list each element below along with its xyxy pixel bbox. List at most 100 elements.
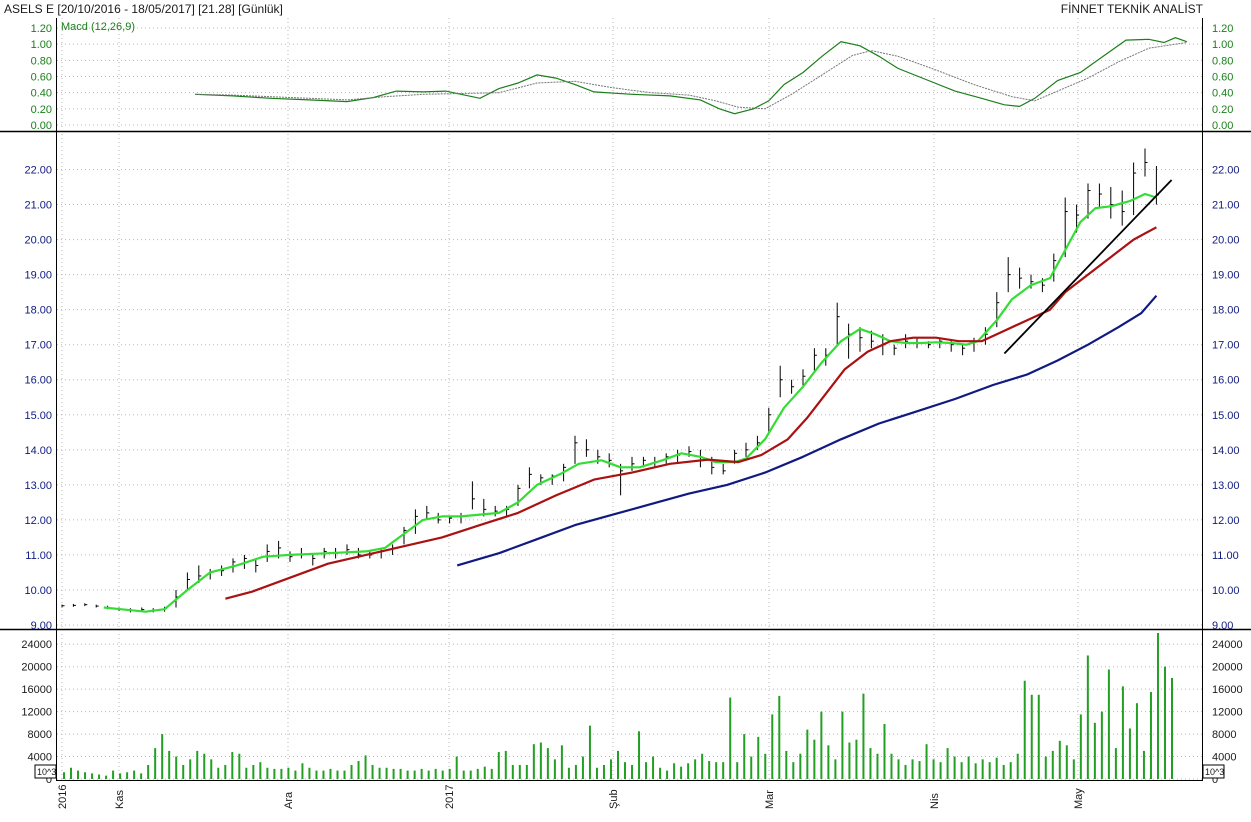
volume-bar xyxy=(574,764,577,779)
volume-bar xyxy=(546,748,549,779)
trendline xyxy=(1003,179,1173,355)
volume-bar xyxy=(189,759,192,779)
price-ytick-right: 17.00 xyxy=(1212,340,1240,352)
macd-ytick-right: 1.00 xyxy=(1212,39,1233,51)
volume-ytick-left: 8000 xyxy=(28,729,52,741)
volume-bar xyxy=(1093,722,1096,779)
volume-bar xyxy=(182,764,185,779)
macd-ytick-left: 0.00 xyxy=(31,120,52,132)
price-ytick-left: 13.00 xyxy=(24,480,52,492)
volume-bar xyxy=(77,770,80,779)
x-tick-label: May xyxy=(1073,788,1085,809)
volume-bar xyxy=(217,767,220,779)
volume-bar xyxy=(413,770,416,779)
volume-bar xyxy=(785,750,788,779)
volume-bar xyxy=(925,744,928,779)
volume-bar xyxy=(680,766,683,779)
macd-ytick-left: 1.20 xyxy=(31,23,52,35)
chart-title: ASELS E [20/10/2016 - 18/05/2017] [21.28… xyxy=(4,2,283,16)
volume-bar xyxy=(988,762,991,779)
volume-bar xyxy=(609,759,612,779)
volume-unit-right: 10^3 xyxy=(1205,767,1224,777)
price-ytick-left: 11.00 xyxy=(25,550,52,562)
macd-ytick-right: 0.60 xyxy=(1212,72,1233,84)
price-ytick-left: 20.00 xyxy=(24,235,52,247)
price-ytick-right: 14.00 xyxy=(1212,445,1240,457)
volume-bar xyxy=(701,753,704,779)
volume-bar xyxy=(687,763,690,779)
macd-ytick-left: 0.40 xyxy=(31,88,52,100)
volume-bar xyxy=(259,762,262,779)
volume-bar xyxy=(771,714,774,779)
price-ytick-right: 16.00 xyxy=(1212,375,1240,387)
volume-bar xyxy=(497,752,500,779)
volume-ytick-right: 4000 xyxy=(1212,752,1236,764)
price-ytick-right: 12.00 xyxy=(1212,515,1240,527)
price-ytick-right: 13.00 xyxy=(1212,480,1240,492)
volume-bar xyxy=(427,770,430,779)
x-tick-label: Şub xyxy=(608,789,620,809)
price-ytick-left: 15.00 xyxy=(24,410,52,422)
volume-bar xyxy=(504,750,507,779)
volume-bar xyxy=(518,764,521,779)
volume-bar xyxy=(624,762,627,779)
volume-ytick-right: 16000 xyxy=(1212,684,1243,696)
price-ytick-left: 22.00 xyxy=(24,165,52,177)
volume-bar xyxy=(196,750,199,779)
volume-bar xyxy=(932,759,935,779)
volume-bar xyxy=(105,775,108,779)
volume-bar xyxy=(532,744,535,779)
volume-bar xyxy=(1142,750,1145,779)
grid-lines xyxy=(57,18,1202,780)
volume-bar xyxy=(63,772,65,779)
volume-bar xyxy=(287,767,290,779)
volume-bar xyxy=(1121,686,1124,779)
volume-bar xyxy=(329,768,332,779)
volume-bar xyxy=(273,768,276,779)
volume-bar xyxy=(848,742,851,779)
volume-bar xyxy=(168,750,171,779)
volume-bar xyxy=(729,697,732,779)
volume-bar xyxy=(441,770,444,779)
volume-bar xyxy=(434,768,437,779)
volume-bar xyxy=(525,764,528,779)
volume-bar xyxy=(420,768,423,779)
price-ytick-left: 18.00 xyxy=(24,305,52,317)
volume-bar xyxy=(743,734,746,779)
macd-ytick-left: 0.60 xyxy=(31,72,52,84)
volume-ytick-left: 4000 xyxy=(28,752,52,764)
volume-bar xyxy=(1002,764,1005,779)
price-ytick-right: 11.00 xyxy=(1212,550,1239,562)
x-tick-label: Nis xyxy=(929,793,941,809)
ma-slow-line xyxy=(456,294,1158,567)
volume-bar xyxy=(820,711,823,779)
axis-labels: 0.00 0.00 0.20 0.20 0.40 0.40 0.60 0.60 0.80 0.80… xyxy=(21,23,1242,809)
volume-ytick-left: 0 xyxy=(46,774,52,786)
volume-bar xyxy=(659,767,662,779)
volume-bar xyxy=(140,773,143,779)
volume-ytick-left: 16000 xyxy=(21,684,52,696)
volume-bar xyxy=(995,757,998,779)
volume-panel xyxy=(63,633,1173,779)
volume-bar xyxy=(476,768,479,779)
volume-bar xyxy=(91,773,94,779)
volume-bar xyxy=(876,753,879,779)
x-tick-label: 2017 xyxy=(444,785,456,809)
volume-bar xyxy=(764,753,767,779)
volume-bar xyxy=(84,772,87,779)
price-ytick-right: 10.00 xyxy=(1212,585,1240,597)
volume-bar xyxy=(1030,694,1033,779)
volume-bar xyxy=(371,764,374,779)
volume-bar xyxy=(967,756,970,779)
macd-ytick-left: 0.20 xyxy=(31,104,52,116)
volume-bar xyxy=(911,759,914,779)
volume-bar xyxy=(98,774,101,779)
volume-bar xyxy=(799,753,802,779)
volume-bar xyxy=(1023,680,1026,779)
volume-ytick-left: 24000 xyxy=(21,639,52,651)
volume-ytick-right: 20000 xyxy=(1212,662,1243,674)
volume-bar xyxy=(708,761,711,779)
volume-bar xyxy=(231,752,234,779)
volume-bar xyxy=(981,759,984,779)
price-ytick-right: 9.00 xyxy=(1212,620,1233,632)
